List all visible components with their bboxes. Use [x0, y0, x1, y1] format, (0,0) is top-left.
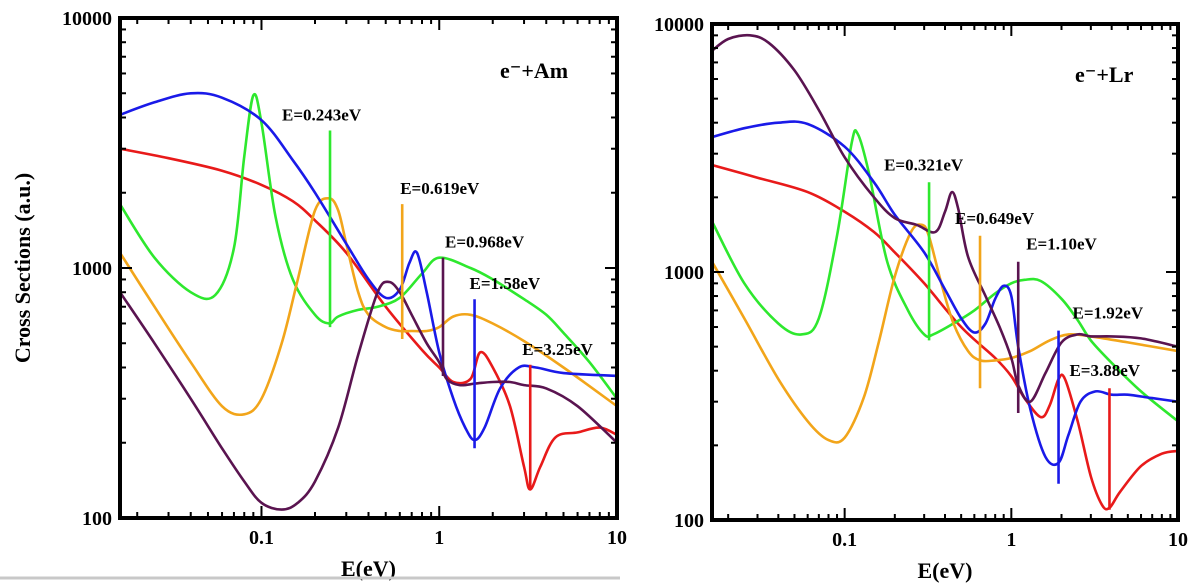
resonance-label-0: E=0.321eV: [884, 155, 964, 174]
x-tick-label: 0.1: [832, 529, 857, 551]
series-line-0: [712, 163, 1178, 511]
series-line-4: [120, 280, 617, 511]
panel-am: E=0.243eV E=0.619eV E=0.968eV E=1.58eV E=3.2…: [10, 8, 627, 581]
y-tick-label: 10000: [62, 8, 112, 30]
series-line-2: [120, 196, 617, 417]
tick-marks: [712, 23, 1179, 521]
resonance-label-2: E=1.10eV: [1026, 235, 1097, 254]
y-tick-label: 10000: [654, 14, 704, 36]
y-axis-title: Cross Sections (a.u.): [10, 173, 35, 363]
y-tick-label: 1000: [664, 262, 704, 284]
resonance-label-3: E=1.58eV: [470, 274, 541, 293]
y-tick-label: 1000: [72, 258, 112, 280]
plot-area: [120, 91, 617, 511]
x-tick-label: 10: [1168, 529, 1188, 551]
resonance-label-1: E=0.649eV: [955, 209, 1035, 228]
resonance-label-0: E=0.243eV: [282, 105, 362, 124]
panel-lr: E=0.321eV E=0.649eV E=1.10eV E=1.92eV E=3.88…: [654, 14, 1188, 583]
resonance-label-4: E=3.25eV: [522, 340, 593, 359]
panel-label: e⁻+Lr: [1075, 62, 1134, 87]
x-tick-label: 10: [607, 527, 627, 549]
series-line-2: [712, 223, 1178, 444]
x-tick-label: 1: [1006, 529, 1016, 551]
resonance-label-2: E=0.968eV: [445, 233, 525, 252]
axes-frame: [710, 22, 1180, 522]
tick-marks: [120, 17, 618, 519]
resonance-label-4: E=3.88eV: [1069, 361, 1140, 380]
panel-label: e⁻+Am: [500, 58, 568, 83]
x-tick-label: 1: [434, 527, 444, 549]
series-line-3: [120, 91, 617, 442]
series-line-0: [120, 147, 617, 491]
x-axis-title: E(eV): [918, 558, 973, 583]
series-line-1: [120, 92, 617, 400]
y-tick-label: 100: [674, 510, 704, 532]
series-line-3: [712, 120, 1178, 467]
y-tick-label: 100: [82, 508, 112, 530]
plot-area: [712, 33, 1178, 511]
x-tick-label: 0.1: [249, 527, 274, 549]
series-line-4: [712, 33, 1178, 404]
resonance-label-3: E=1.92eV: [1073, 304, 1144, 323]
resonance-label-1: E=0.619eV: [400, 179, 480, 198]
